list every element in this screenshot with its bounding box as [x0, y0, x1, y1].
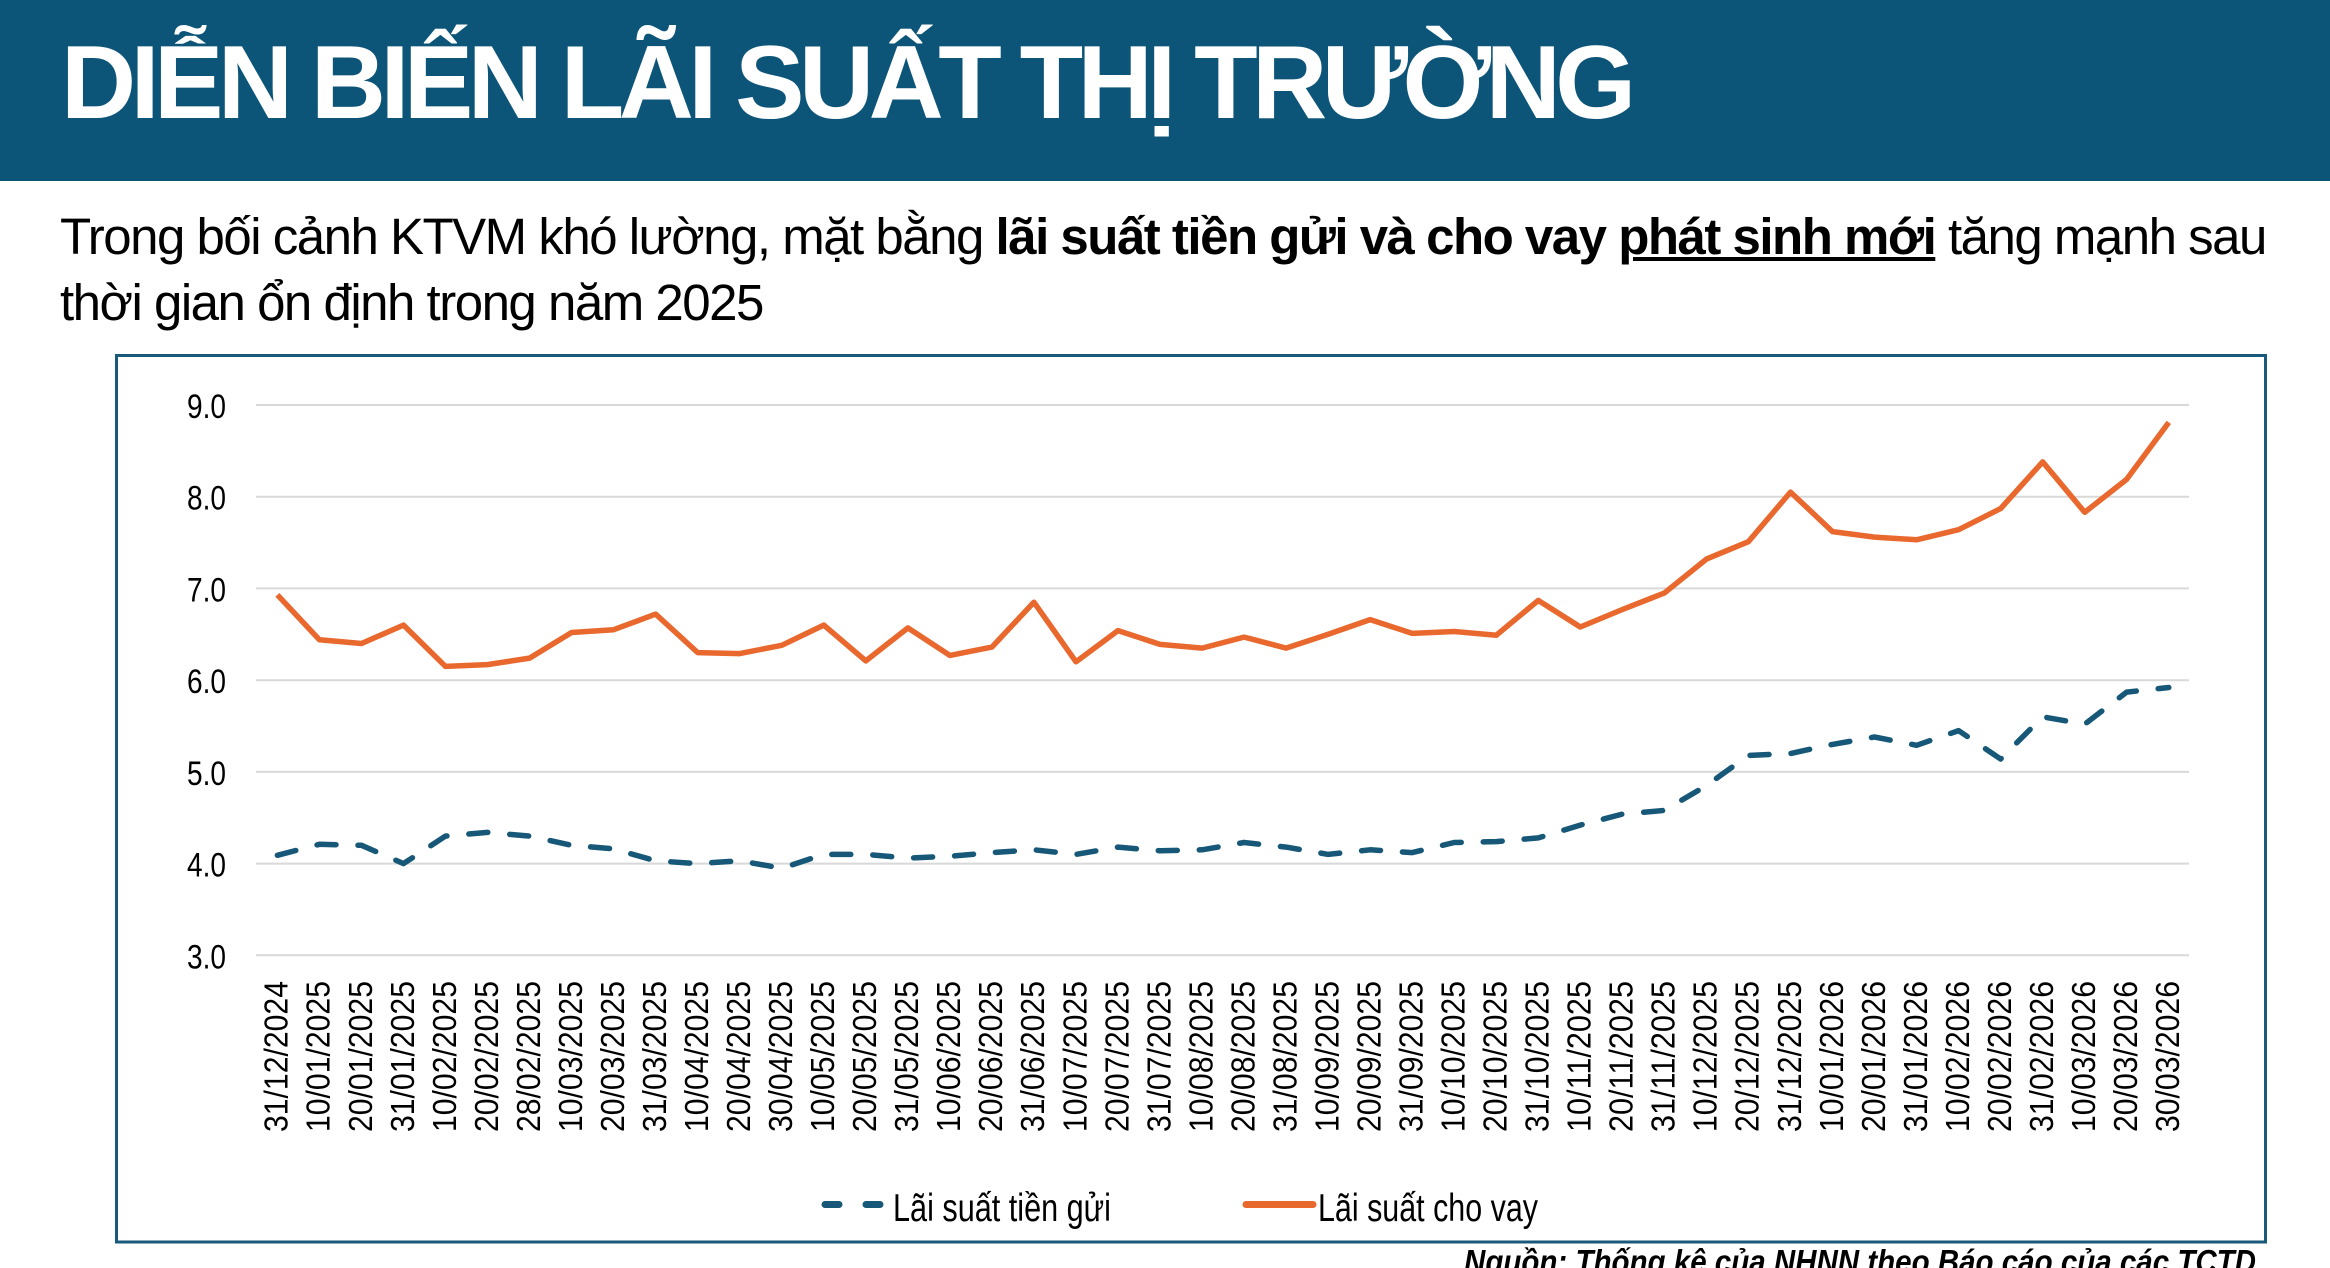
svg-text:10/05/2025: 10/05/2025 — [804, 981, 841, 1132]
svg-text:10/02/2025: 10/02/2025 — [426, 981, 463, 1132]
svg-text:30/03/2026: 30/03/2026 — [2149, 981, 2186, 1132]
svg-text:10/06/2025: 10/06/2025 — [930, 981, 967, 1132]
svg-text:31/01/2026: 31/01/2026 — [1897, 981, 1934, 1132]
svg-text:20/11/2025: 20/11/2025 — [1603, 981, 1640, 1132]
svg-text:Lãi suất cho vay: Lãi suất cho vay — [1318, 1187, 1539, 1230]
svg-text:20/04/2025: 20/04/2025 — [720, 981, 757, 1132]
svg-text:20/09/2025: 20/09/2025 — [1351, 981, 1388, 1132]
svg-text:Nguồn: Thống kê của NHNN theo: Nguồn: Thống kê của NHNN theo Báo cáo củ… — [1464, 1243, 2256, 1268]
svg-text:3.0: 3.0 — [187, 938, 226, 976]
svg-text:31/03/2025: 31/03/2025 — [636, 981, 673, 1132]
svg-text:20/12/2025: 20/12/2025 — [1729, 981, 1766, 1132]
svg-text:31/12/2024: 31/12/2024 — [258, 981, 295, 1132]
svg-text:20/02/2025: 20/02/2025 — [468, 981, 505, 1132]
svg-text:31/10/2025: 31/10/2025 — [1519, 981, 1556, 1132]
svg-text:31/02/2026: 31/02/2026 — [2023, 981, 2060, 1132]
svg-text:4.0: 4.0 — [187, 847, 226, 885]
svg-text:28/02/2025: 28/02/2025 — [510, 981, 547, 1132]
svg-text:10/03/2026: 10/03/2026 — [2065, 981, 2102, 1132]
svg-text:10/01/2026: 10/01/2026 — [1813, 981, 1850, 1132]
svg-text:30/04/2025: 30/04/2025 — [762, 981, 799, 1132]
svg-text:10/12/2025: 10/12/2025 — [1687, 981, 1724, 1132]
svg-text:6.0: 6.0 — [187, 663, 226, 701]
svg-text:10/02/2026: 10/02/2026 — [1939, 981, 1976, 1132]
svg-text:20/06/2025: 20/06/2025 — [972, 981, 1009, 1132]
svg-text:31/05/2025: 31/05/2025 — [888, 981, 925, 1132]
svg-text:10/09/2025: 10/09/2025 — [1309, 981, 1346, 1132]
svg-text:10/10/2025: 10/10/2025 — [1435, 981, 1472, 1132]
svg-text:5.0: 5.0 — [187, 755, 226, 793]
svg-text:31/06/2025: 31/06/2025 — [1014, 981, 1051, 1132]
svg-text:31/12/2025: 31/12/2025 — [1771, 981, 1808, 1132]
svg-text:20/03/2026: 20/03/2026 — [2107, 981, 2144, 1132]
svg-text:31/08/2025: 31/08/2025 — [1266, 981, 1303, 1132]
svg-text:9.0: 9.0 — [187, 388, 226, 426]
svg-text:Lãi suất tiền gửi: Lãi suất tiền gửi — [893, 1187, 1111, 1230]
svg-text:31/09/2025: 31/09/2025 — [1393, 981, 1430, 1132]
svg-text:20/02/2026: 20/02/2026 — [1981, 981, 2018, 1132]
svg-text:20/01/2026: 20/01/2026 — [1855, 981, 1892, 1132]
svg-text:10/01/2025: 10/01/2025 — [300, 981, 337, 1132]
svg-text:10/11/2025: 10/11/2025 — [1561, 981, 1598, 1132]
svg-text:20/08/2025: 20/08/2025 — [1224, 981, 1261, 1132]
svg-text:10/08/2025: 10/08/2025 — [1182, 981, 1219, 1132]
svg-text:31/01/2025: 31/01/2025 — [384, 981, 421, 1132]
svg-text:10/07/2025: 10/07/2025 — [1056, 981, 1093, 1132]
svg-text:7.0: 7.0 — [187, 571, 226, 609]
svg-text:31/07/2025: 31/07/2025 — [1140, 981, 1177, 1132]
svg-text:8.0: 8.0 — [187, 480, 226, 518]
svg-text:10/03/2025: 10/03/2025 — [552, 981, 589, 1132]
svg-text:20/10/2025: 20/10/2025 — [1477, 981, 1514, 1132]
svg-text:31/11/2025: 31/11/2025 — [1645, 981, 1682, 1132]
svg-text:20/03/2025: 20/03/2025 — [594, 981, 631, 1132]
svg-text:20/05/2025: 20/05/2025 — [846, 981, 883, 1132]
svg-text:20/01/2025: 20/01/2025 — [342, 981, 379, 1132]
svg-text:20/07/2025: 20/07/2025 — [1098, 981, 1135, 1132]
svg-text:10/04/2025: 10/04/2025 — [678, 981, 715, 1132]
